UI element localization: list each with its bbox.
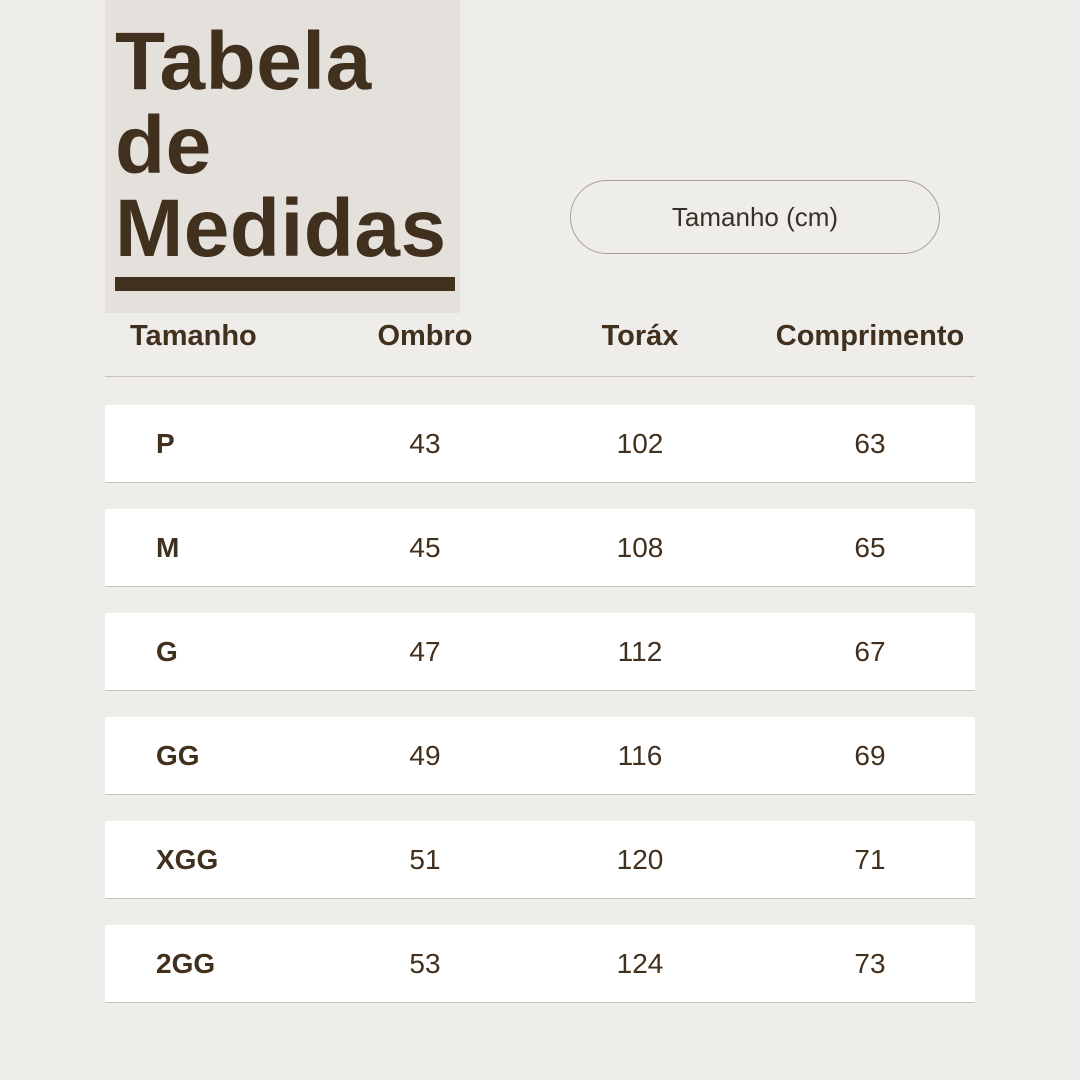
table-row: XGG 51 120 71 bbox=[105, 821, 975, 899]
cell-ombro: 51 bbox=[320, 844, 530, 876]
cell-ombro: 43 bbox=[320, 428, 530, 460]
cell-comp: 67 bbox=[750, 636, 990, 668]
title-line-2: Medidas bbox=[115, 183, 447, 274]
cell-ombro: 49 bbox=[320, 740, 530, 772]
cell-size: 2GG bbox=[120, 948, 320, 980]
cell-torax: 102 bbox=[530, 428, 750, 460]
table-header-row: Tamanho Ombro Toráx Comprimento bbox=[105, 320, 975, 377]
cell-torax: 124 bbox=[530, 948, 750, 980]
unit-label: Tamanho (cm) bbox=[672, 202, 838, 233]
col-header-comprimento: Comprimento bbox=[750, 320, 990, 353]
cell-comp: 65 bbox=[750, 532, 990, 564]
cell-comp: 73 bbox=[750, 948, 990, 980]
cell-size: P bbox=[120, 428, 320, 460]
table-body: P 43 102 63 M 45 108 65 G 47 112 67 GG 4… bbox=[105, 405, 975, 1003]
table-row: M 45 108 65 bbox=[105, 509, 975, 587]
cell-size: GG bbox=[120, 740, 320, 772]
table-row: P 43 102 63 bbox=[105, 405, 975, 483]
page-title: Tabela de Medidas bbox=[105, 20, 460, 271]
cell-size: XGG bbox=[120, 844, 320, 876]
cell-size: M bbox=[120, 532, 320, 564]
cell-ombro: 53 bbox=[320, 948, 530, 980]
cell-ombro: 45 bbox=[320, 532, 530, 564]
cell-comp: 69 bbox=[750, 740, 990, 772]
size-table: Tamanho Ombro Toráx Comprimento P 43 102… bbox=[105, 320, 975, 1029]
cell-torax: 116 bbox=[530, 740, 750, 772]
unit-pill: Tamanho (cm) bbox=[570, 180, 940, 254]
cell-torax: 108 bbox=[530, 532, 750, 564]
cell-size: G bbox=[120, 636, 320, 668]
cell-torax: 120 bbox=[530, 844, 750, 876]
title-line-1: Tabela de bbox=[115, 16, 372, 191]
col-header-ombro: Ombro bbox=[320, 320, 530, 353]
title-block: Tabela de Medidas bbox=[105, 0, 460, 313]
col-header-tamanho: Tamanho bbox=[120, 320, 320, 353]
title-underline bbox=[115, 277, 455, 291]
cell-comp: 71 bbox=[750, 844, 990, 876]
col-header-torax: Toráx bbox=[530, 320, 750, 353]
cell-torax: 112 bbox=[530, 636, 750, 668]
table-row: GG 49 116 69 bbox=[105, 717, 975, 795]
cell-comp: 63 bbox=[750, 428, 990, 460]
cell-ombro: 47 bbox=[320, 636, 530, 668]
table-row: G 47 112 67 bbox=[105, 613, 975, 691]
table-row: 2GG 53 124 73 bbox=[105, 925, 975, 1003]
